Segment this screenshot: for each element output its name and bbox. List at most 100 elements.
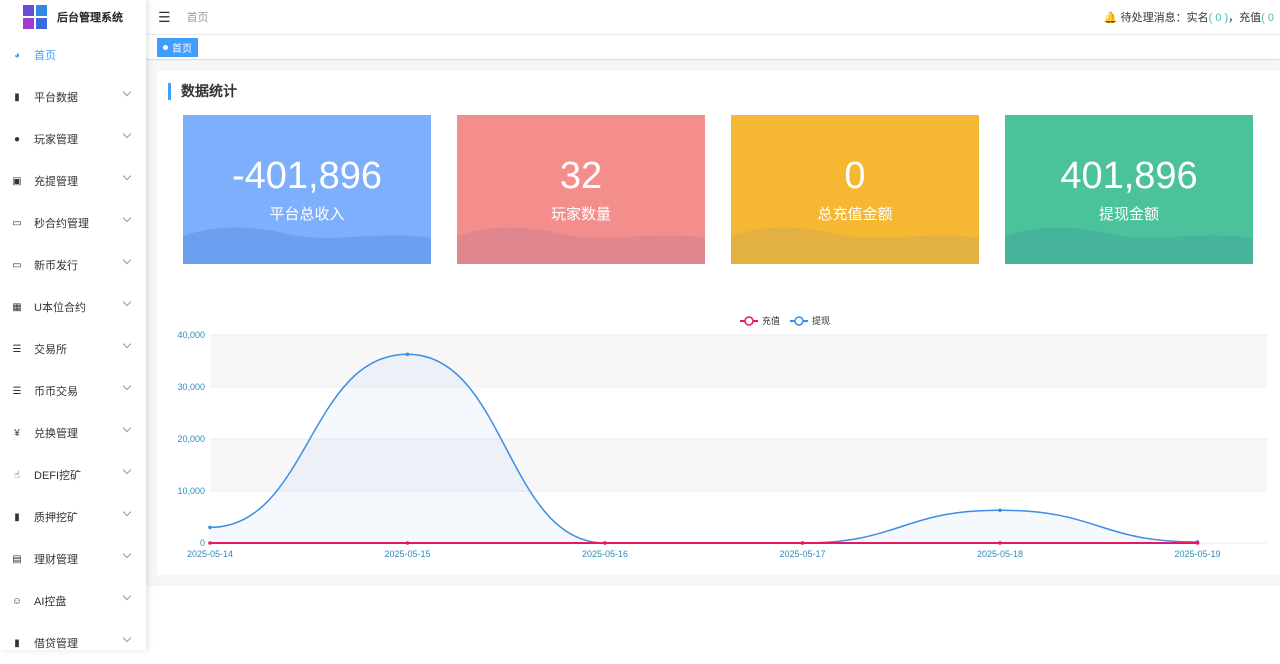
- data-point[interactable]: [405, 352, 410, 357]
- notice-count-realname[interactable]: ( 0 ): [1208, 12, 1229, 24]
- data-point[interactable]: [1195, 541, 1200, 545]
- header: ☰ 首页 🔔 待处理消息：实名( 0 )，充值( 0: [146, 0, 1280, 35]
- sidebar-item-label: 新币发行: [34, 260, 78, 272]
- sidebar-item-label: 质押挖矿: [34, 512, 78, 524]
- x-tick-label: 2025-05-15: [384, 549, 430, 559]
- sidebar-item-0[interactable]: ◕ 首页: [0, 34, 146, 76]
- breadcrumb[interactable]: 首页: [186, 12, 209, 24]
- x-tick-label: 2025-05-14: [187, 549, 233, 559]
- notice-prefix: 待处理消息：实名: [1120, 12, 1209, 24]
- stat-label: 玩家数量: [550, 206, 611, 223]
- data-point[interactable]: [208, 525, 212, 530]
- chevron-down-icon: [122, 381, 132, 391]
- sidebar-item-9[interactable]: ¥ 兑换管理: [0, 412, 146, 454]
- chevron-down-icon: [122, 87, 132, 97]
- stats-panel: 数据统计 -401,896 平台总收入 32 玩家数量 0 总充值金额 401,896 提现金…: [157, 71, 1280, 575]
- chevron-down-icon: [122, 213, 132, 223]
- y-tick-label: 10,000: [177, 486, 205, 496]
- stat-card: 0 总充值金额: [731, 115, 979, 264]
- wave-decoration: [457, 227, 705, 264]
- stat-card: 32 玩家数量: [457, 115, 705, 264]
- list-icon: ☰: [12, 385, 22, 397]
- copy-icon: ▣: [12, 175, 22, 187]
- table-icon: ▦: [12, 301, 22, 313]
- sidebar-item-label: 交易所: [34, 344, 67, 356]
- x-tick-label: 2025-05-18: [977, 549, 1023, 559]
- sidebar-item-label: 理财管理: [34, 554, 78, 566]
- main-content: 数据统计 -401,896 平台总收入 32 玩家数量 0 总充值金额 401,896 提现金…: [146, 61, 1280, 586]
- sidebar-item-2[interactable]: ● 玩家管理: [0, 118, 146, 160]
- menu-toggle-icon[interactable]: ☰: [158, 8, 171, 25]
- sidebar: 后台管理系统 ◕ 首页 ▮ 平台数据 ● 玩家管理 ▣ 充提管理 ▭ 秒合约管理 ▭ 新币发行 ▦ U本位…: [0, 0, 146, 650]
- notice-count-recharge[interactable]: ( 0: [1261, 12, 1274, 24]
- y-tick-label: 20,000: [177, 434, 205, 444]
- y-tick-label: 30,000: [177, 382, 205, 392]
- legend-marker[interactable]: [744, 316, 754, 326]
- series-area: [210, 354, 1198, 543]
- sidebar-item-3[interactable]: ▣ 充提管理: [0, 160, 146, 202]
- stat-card: -401,896 平台总收入: [183, 115, 431, 264]
- chevron-down-icon: [122, 171, 132, 181]
- book-icon: ▮: [14, 637, 20, 649]
- sidebar-item-label: 玩家管理: [34, 134, 78, 146]
- stat-value: 32: [559, 155, 603, 197]
- stat-card: 401,896 提现金额: [1005, 115, 1253, 264]
- wave-decoration: [731, 227, 979, 264]
- legend-label[interactable]: 提现: [812, 316, 830, 326]
- robot-icon: ☺: [11, 595, 23, 607]
- sidebar-item-1[interactable]: ▮ 平台数据: [0, 76, 146, 118]
- stat-label: 平台总收入: [269, 206, 345, 223]
- chevron-down-icon: [122, 423, 132, 433]
- y-tick-label: 40,000: [177, 330, 205, 340]
- data-point[interactable]: [998, 541, 1002, 545]
- grid-band: [210, 335, 1267, 387]
- sidebar-item-label: 充提管理: [34, 176, 78, 188]
- yen-icon: ¥: [14, 427, 20, 439]
- legend-label[interactable]: 充值: [762, 315, 780, 326]
- bell-icon: 🔔: [1103, 12, 1118, 24]
- chevron-down-icon: [122, 339, 132, 349]
- sidebar-item-label: U本位合约: [34, 302, 86, 314]
- sidebar-item-label: DEFI挖矿: [34, 470, 82, 482]
- user-icon: ●: [13, 133, 21, 145]
- x-tick-label: 2025-05-19: [1174, 549, 1220, 559]
- sidebar-item-label: 币币交易: [34, 386, 78, 398]
- logo: 后台管理系统: [0, 0, 146, 34]
- sidebar-item-14[interactable]: ▮ 借贷管理: [0, 622, 146, 664]
- data-point[interactable]: [405, 541, 410, 545]
- x-tick-label: 2025-05-16: [582, 549, 628, 559]
- sidebar-item-6[interactable]: ▦ U本位合约: [0, 286, 146, 328]
- sidebar-item-12[interactable]: ▤ 理财管理: [0, 538, 146, 580]
- sidebar-item-label: AI控盘: [34, 596, 67, 608]
- data-point[interactable]: [208, 541, 212, 545]
- tags-bar: 首页: [146, 35, 1280, 60]
- y-tick-label: 0: [200, 538, 205, 548]
- data-point[interactable]: [998, 508, 1002, 513]
- chevron-down-icon: [122, 465, 132, 475]
- tag-home[interactable]: 首页: [157, 38, 198, 57]
- section-title: 数据统计: [168, 83, 237, 100]
- x-tick-label: 2025-05-17: [779, 549, 825, 559]
- sidebar-item-5[interactable]: ▭ 新币发行: [0, 244, 146, 286]
- sidebar-item-8[interactable]: ☰ 币币交易: [0, 370, 146, 412]
- sidebar-item-10[interactable]: ☝ DEFI挖矿: [0, 454, 146, 496]
- logo-icon: [23, 5, 47, 29]
- sidebar-item-label: 兑换管理: [34, 428, 78, 440]
- wave-decoration: [1005, 227, 1253, 264]
- sidebar-item-7[interactable]: ☰ 交易所: [0, 328, 146, 370]
- sidebar-item-11[interactable]: ▮ 质押挖矿: [0, 496, 146, 538]
- chevron-down-icon: [122, 633, 132, 643]
- data-point[interactable]: [603, 541, 607, 545]
- stat-label: 提现金额: [1098, 206, 1159, 223]
- book-icon: ▮: [14, 91, 20, 103]
- sidebar-item-13[interactable]: ☺ AI控盘: [0, 580, 146, 622]
- pending-notice[interactable]: 🔔 待处理消息：实名( 0 )，充值( 0: [1104, 9, 1274, 25]
- legend-marker[interactable]: [794, 316, 804, 326]
- chevron-down-icon: [122, 129, 132, 139]
- sidebar-menu: ◕ 首页 ▮ 平台数据 ● 玩家管理 ▣ 充提管理 ▭ 秒合约管理 ▭ 新币发行 ▦ U本位合约 ☰ 交易所 ☰…: [0, 34, 146, 664]
- sidebar-item-4[interactable]: ▭ 秒合约管理: [0, 202, 146, 244]
- chevron-down-icon: [122, 549, 132, 559]
- data-point[interactable]: [800, 541, 805, 545]
- wave-decoration: [183, 227, 431, 264]
- stat-value: 401,896: [1060, 155, 1198, 197]
